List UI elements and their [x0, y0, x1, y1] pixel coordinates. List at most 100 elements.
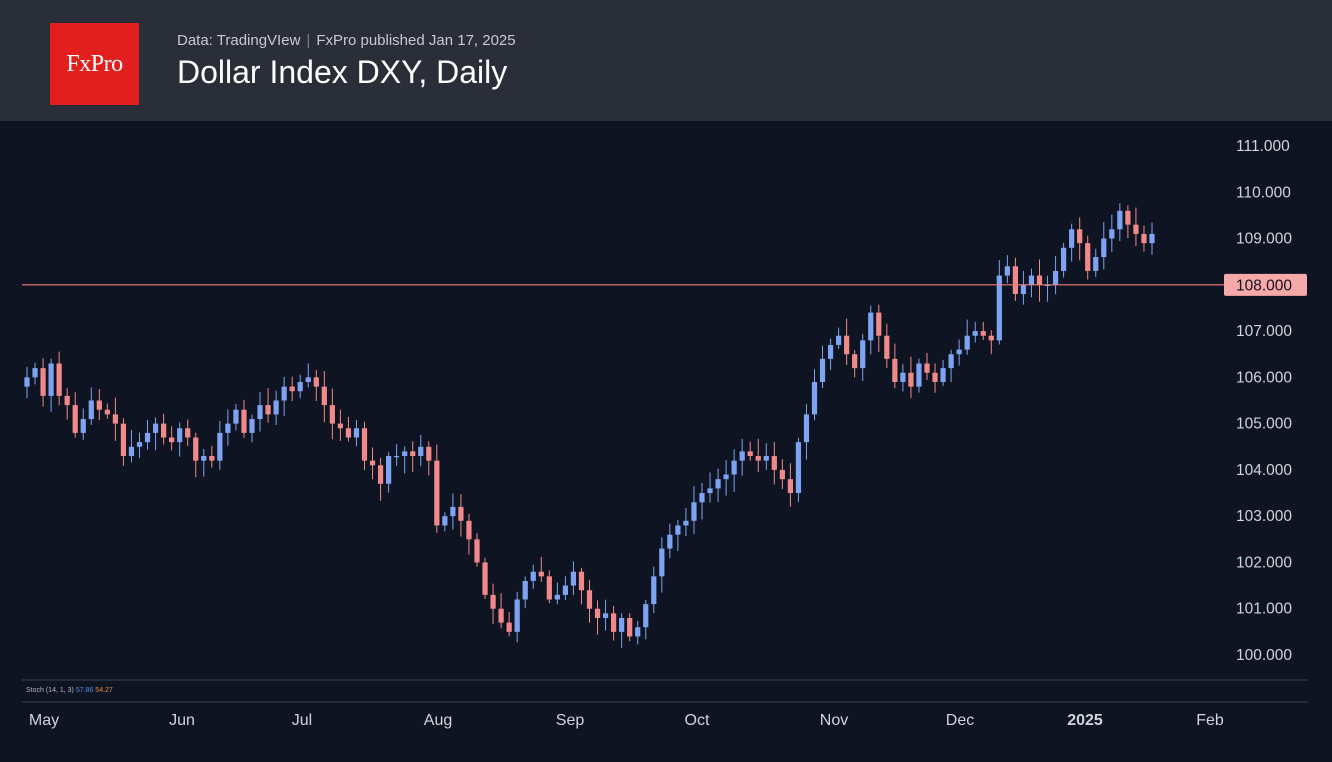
candle-body [747, 451, 753, 457]
candle-body [755, 456, 761, 461]
candle-body [1012, 266, 1019, 295]
price-axis: 111.000 110.000 109.000 108.000 107.000 106.0… [1236, 138, 1292, 664]
candle-body [699, 493, 705, 503]
candle-body [385, 456, 392, 484]
candles [24, 203, 1155, 648]
candle-body [1020, 284, 1027, 295]
price-tick-label: 106.000 [1236, 369, 1292, 386]
time-tick-label: Dec [946, 712, 974, 729]
candle-body [297, 381, 303, 392]
candle-body [160, 423, 167, 438]
candle-body [707, 488, 713, 494]
candle-body [128, 446, 135, 457]
candle-body [787, 479, 794, 494]
time-tick-label: Nov [820, 712, 848, 729]
candle-body [530, 571, 536, 581]
candle-body [1077, 229, 1083, 244]
price-tick-label: 109.000 [1236, 231, 1292, 248]
candle-body [844, 335, 850, 355]
candle-body [498, 608, 504, 623]
candle-body [377, 465, 384, 484]
candle-body [956, 349, 962, 355]
candle-body [169, 437, 175, 443]
candle-body [201, 456, 207, 461]
candle-body [136, 442, 143, 447]
candle-body [795, 442, 802, 494]
time-tick-label: Aug [424, 712, 452, 729]
time-tick-label: Sep [556, 712, 585, 729]
candle-body [932, 372, 938, 382]
candle-body [980, 331, 986, 336]
candle-body [972, 331, 978, 336]
candle-body [1052, 270, 1059, 285]
price-tick-label: 110.000 [1236, 184, 1291, 201]
candle-body [627, 617, 633, 637]
candle-body [40, 368, 46, 396]
candle-body [458, 506, 464, 521]
stoch-label: Stoch (14, 1, 3) [26, 687, 74, 694]
price-tick-label: 100.000 [1236, 647, 1292, 664]
candle-body [578, 571, 585, 591]
candle-body [120, 423, 127, 457]
header-bar: FxPro Data: TradingVIew | FxPro published … [0, 0, 1332, 121]
candle-body [610, 613, 617, 632]
candle-body [771, 456, 777, 470]
price-tick-label: 107.000 [1236, 323, 1292, 340]
candle-body [924, 363, 930, 373]
candle-body [345, 428, 352, 438]
candle-body [1085, 243, 1091, 271]
candle-body [1093, 257, 1099, 271]
candle-body [908, 372, 914, 387]
candle-body [988, 335, 994, 341]
candle-body [860, 340, 866, 369]
time-tick-label: 2025 [1067, 712, 1103, 729]
candle-body [996, 275, 1002, 341]
candle-body [321, 386, 327, 406]
candle-body [900, 372, 906, 382]
candle-body [763, 456, 769, 461]
candle-body [490, 594, 496, 609]
price-tick-label: 104.000 [1236, 462, 1292, 479]
candle-body [209, 456, 215, 461]
candle-body [185, 428, 191, 438]
stoch-d-value: 54.27 [95, 687, 113, 694]
candle-body [916, 363, 922, 387]
candle-body [369, 460, 376, 466]
candle-body [1109, 229, 1115, 239]
candle-body [434, 460, 440, 526]
price-tick-label: 102.000 [1236, 554, 1292, 571]
published-date: FxPro published Jan 17, 2025 [316, 32, 516, 49]
candle-body [940, 368, 946, 382]
separator: | [306, 32, 311, 49]
candle-body [1149, 233, 1155, 244]
candle-body [964, 335, 970, 350]
candle-body [217, 432, 223, 461]
candle-body [225, 423, 231, 433]
candle-body [32, 368, 38, 378]
candle-body [482, 562, 488, 595]
time-tick-label: Jul [292, 712, 312, 729]
candlestick-chart[interactable]: 111.000 110.000 109.000 108.000 107.000 106.0… [0, 121, 1332, 762]
candle-body [418, 446, 424, 457]
candle-body [289, 386, 295, 392]
candle-body [281, 386, 287, 401]
candle-body [779, 469, 785, 480]
candle-body [570, 571, 577, 586]
candle-body [72, 405, 78, 433]
data-source: Data: TradingVIew [177, 32, 301, 49]
candle-body [522, 580, 528, 600]
candle-body [1044, 284, 1051, 287]
candle-body [474, 539, 480, 563]
candle-body [353, 428, 360, 438]
stoch-k-value: 57.86 [76, 687, 94, 694]
time-tick-label: May [29, 712, 59, 729]
candle-body [819, 358, 826, 382]
candle-body [635, 627, 641, 637]
candle-body [835, 335, 842, 345]
candle-body [1141, 233, 1147, 244]
time-axis: May Jun Jul Aug Sep Oct Nov Dec 2025 Feb [29, 712, 1224, 729]
candle-body [948, 354, 954, 369]
candle-body [410, 451, 416, 457]
candle-body [1004, 266, 1010, 276]
price-tick-label: 103.000 [1236, 508, 1292, 525]
